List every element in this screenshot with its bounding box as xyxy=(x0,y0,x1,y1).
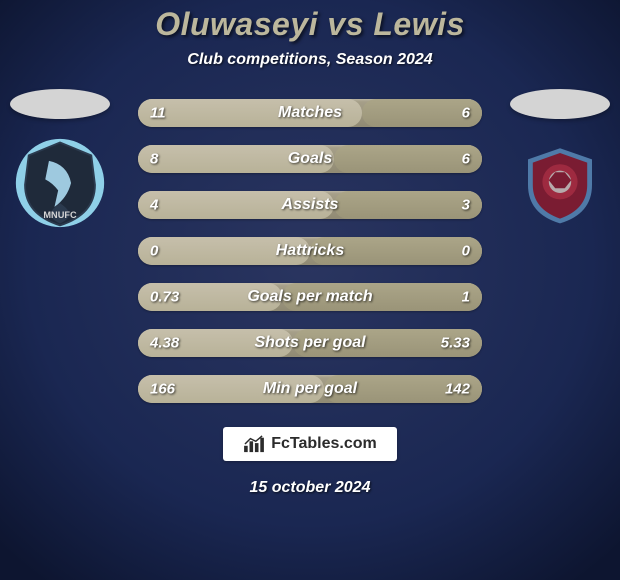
stat-label: Shots per goal xyxy=(254,334,365,352)
club-left-crest-icon: MNUFC xyxy=(14,137,106,229)
club-right-crest-icon xyxy=(520,145,600,225)
stat-value-right: 1 xyxy=(462,289,470,306)
stat-value-left: 166 xyxy=(150,381,175,398)
brand-text: FcTables.com xyxy=(271,435,377,453)
stat-bar-fill-right xyxy=(334,145,482,173)
comparison-area: MNUFC 11 6 Matches 8 6 Goals 4 3 Assists 0 0 Hattri… xyxy=(0,99,620,403)
stat-bar: 0 0 Hattricks xyxy=(138,237,482,265)
stat-value-left: 0 xyxy=(150,243,158,260)
stat-label: Matches xyxy=(278,104,342,122)
comparison-subtitle: Club competitions, Season 2024 xyxy=(187,51,432,69)
stat-bar: 8 6 Goals xyxy=(138,145,482,173)
svg-text:MNUFC: MNUFC xyxy=(43,210,77,220)
infographic-content: Oluwaseyi vs Lewis Club competitions, Se… xyxy=(0,0,620,580)
stat-value-right: 5.33 xyxy=(441,335,470,352)
stat-value-left: 4 xyxy=(150,197,158,214)
stat-label: Assists xyxy=(282,196,339,214)
stat-value-left: 11 xyxy=(150,105,166,122)
stat-value-left: 8 xyxy=(150,151,158,168)
stat-value-right: 0 xyxy=(462,243,470,260)
club-right-crest-wrap xyxy=(510,137,610,225)
player-left-column: MNUFC xyxy=(10,89,110,339)
stat-value-right: 142 xyxy=(445,381,470,398)
player-right-column xyxy=(510,89,610,339)
stat-label: Min per goal xyxy=(263,380,357,398)
stat-value-right: 3 xyxy=(462,197,470,214)
stat-label: Goals xyxy=(288,150,332,168)
brand-badge: FcTables.com xyxy=(223,427,397,461)
stat-bar: 11 6 Matches xyxy=(138,99,482,127)
comparison-title: Oluwaseyi vs Lewis xyxy=(155,6,465,43)
infographic-date: 15 october 2024 xyxy=(250,479,371,497)
stat-bars: 11 6 Matches 8 6 Goals 4 3 Assists 0 0 Hattricks 0.7… xyxy=(138,99,482,403)
stat-value-right: 6 xyxy=(462,151,470,168)
stat-value-left: 0.73 xyxy=(150,289,179,306)
stat-bar: 4 3 Assists xyxy=(138,191,482,219)
stat-value-left: 4.38 xyxy=(150,335,179,352)
stat-bar-fill-right xyxy=(334,191,482,219)
club-left-crest-wrap: MNUFC xyxy=(10,137,110,229)
brand-chart-icon xyxy=(243,435,265,453)
stat-bar: 166 142 Min per goal xyxy=(138,375,482,403)
stat-bar: 0.73 1 Goals per match xyxy=(138,283,482,311)
stat-value-right: 6 xyxy=(462,105,470,122)
stat-bar: 4.38 5.33 Shots per goal xyxy=(138,329,482,357)
stat-label: Goals per match xyxy=(247,288,372,306)
player-right-silhouette-head xyxy=(510,89,610,119)
player-left-silhouette-head xyxy=(10,89,110,119)
stat-label: Hattricks xyxy=(276,242,344,260)
